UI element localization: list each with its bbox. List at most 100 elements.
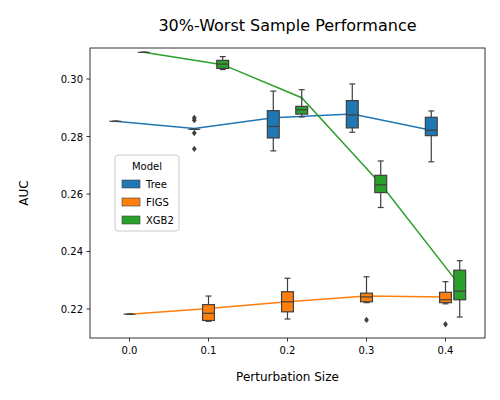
whisker-low <box>431 136 432 162</box>
cap-high <box>457 260 463 261</box>
median <box>124 314 136 315</box>
box <box>346 101 358 128</box>
x-axis: 0.0 0.1 0.2 0.3 0.4 <box>122 338 454 356</box>
median <box>375 184 387 185</box>
cap-high <box>206 295 212 296</box>
cap-low <box>349 132 355 133</box>
box <box>138 52 150 53</box>
cap-low <box>457 316 463 317</box>
whisker-high <box>301 90 302 107</box>
y-axis-label: AUC <box>17 180 31 205</box>
flier <box>192 146 197 152</box>
box <box>188 129 200 130</box>
box <box>217 60 229 68</box>
cap-high <box>443 281 449 282</box>
y-axis: 0.22 0.24 0.26 0.28 0.30 <box>61 74 90 315</box>
cap-high <box>378 160 384 161</box>
median <box>296 109 308 110</box>
whisker-high <box>273 91 274 111</box>
cap-high <box>364 276 370 277</box>
box <box>454 270 466 300</box>
x-tick <box>208 338 209 342</box>
series-boxes <box>109 84 437 162</box>
box <box>440 292 452 302</box>
y-tick-label: 0.22 <box>61 304 83 315</box>
whisker-high <box>431 111 432 117</box>
median <box>440 299 452 300</box>
median <box>188 129 200 130</box>
whisker-high <box>287 278 288 292</box>
legend-swatch <box>122 180 140 188</box>
y-tick-label: 0.28 <box>61 132 83 143</box>
median <box>454 291 466 292</box>
series-boxes <box>124 277 452 328</box>
y-tick <box>87 79 91 80</box>
legend: ModelTreeFIGSXGB2 <box>115 155 179 231</box>
legend-box <box>115 155 179 231</box>
x-axis-label: Perturbation Size <box>236 370 339 384</box>
y-tick <box>87 251 91 252</box>
median <box>217 63 229 64</box>
cap-low <box>285 318 291 319</box>
marks <box>109 52 465 327</box>
cap-high <box>349 83 355 84</box>
y-tick-label: 0.26 <box>61 189 83 200</box>
legend-title: Model <box>132 161 162 172</box>
whisker-high <box>445 282 446 293</box>
median <box>109 121 121 122</box>
cap-low <box>428 161 434 162</box>
x-tick <box>129 338 130 342</box>
cap-low <box>220 69 226 70</box>
chart: 0.22 0.24 0.26 0.28 0.30 0.0 0.1 0.2 0.3 0.4 30%-W… <box>0 0 500 400</box>
y-tick <box>87 308 91 309</box>
box <box>425 117 437 135</box>
box <box>109 121 121 122</box>
median <box>138 52 150 53</box>
x-tick-label: 0.3 <box>359 345 375 356</box>
x-tick-label: 0.4 <box>438 345 454 356</box>
whisker-low <box>380 193 381 208</box>
box <box>375 175 387 192</box>
whisker-low <box>459 300 460 317</box>
whisker-high <box>208 296 209 305</box>
cap-high <box>428 110 434 111</box>
y-tick <box>87 136 91 137</box>
x-tick-label: 0.1 <box>201 345 217 356</box>
whisker-high <box>459 261 460 270</box>
box <box>361 293 373 302</box>
median <box>267 126 279 127</box>
series-line <box>144 52 460 285</box>
y-tick-label: 0.24 <box>61 246 83 257</box>
whisker-high <box>380 161 381 175</box>
flier <box>443 321 448 327</box>
box <box>203 305 215 321</box>
x-tick-label: 0.2 <box>280 345 296 356</box>
cap-high <box>285 278 291 279</box>
cap-high <box>270 91 276 92</box>
legend-label: XGB2 <box>146 215 174 226</box>
title: 30%-Worst Sample Performance <box>158 16 416 35</box>
flier <box>192 130 197 136</box>
cap-low <box>270 150 276 151</box>
x-tick-label: 0.0 <box>122 345 138 356</box>
whisker-low <box>352 128 353 132</box>
cap-low <box>443 303 449 304</box>
y-tick-label: 0.30 <box>61 74 83 85</box>
whisker-low <box>273 138 274 151</box>
box <box>296 106 308 114</box>
median <box>203 313 215 314</box>
legend-swatch <box>122 198 140 206</box>
whisker-high <box>352 84 353 101</box>
median <box>346 114 358 115</box>
whisker-low <box>287 312 288 319</box>
box <box>124 314 136 315</box>
median <box>361 296 373 297</box>
legend-swatch <box>122 216 140 224</box>
x-tick <box>445 338 446 342</box>
cap-high <box>220 56 226 57</box>
flier <box>192 117 197 123</box>
cap-low <box>378 207 384 208</box>
box <box>267 111 279 138</box>
median <box>425 130 437 131</box>
x-tick <box>366 338 367 342</box>
